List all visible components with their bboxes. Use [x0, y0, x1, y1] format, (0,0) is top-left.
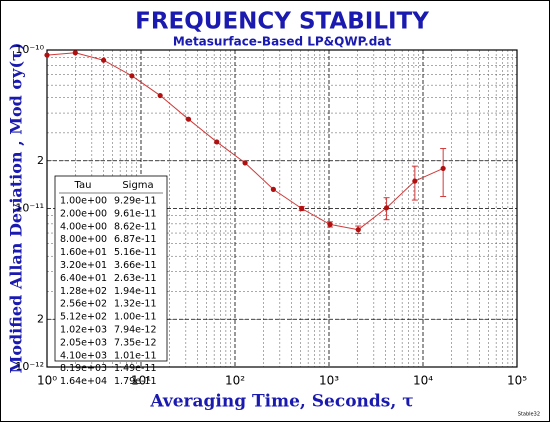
x-tick-label: 10⁴ [413, 374, 433, 388]
table-cell: 2.05e+03 [60, 337, 107, 348]
table-cell: 1.64e+04 [60, 376, 107, 387]
data-point [327, 221, 333, 227]
data-point [242, 160, 248, 166]
data-point [440, 165, 446, 172]
table-cell: 7.35e-12 [114, 337, 157, 348]
table-cell: 2.00e+00 [60, 208, 107, 219]
x-tick-label: 10⁵ [507, 374, 527, 388]
x-tick-label: 10¹ [131, 374, 151, 388]
data-point [100, 57, 107, 63]
y-tick-label: 2 [37, 154, 44, 167]
data-point [157, 92, 163, 99]
chart-subtitle: Metasurface-Based LP&QWP.dat [173, 35, 392, 49]
table-cell: 1.49e-11 [114, 363, 157, 374]
data-point [214, 139, 220, 145]
table-cell: 9.29e-11 [114, 196, 157, 207]
table-box [54, 175, 168, 362]
data-point [270, 186, 276, 192]
table-cell: 1.94e-11 [114, 286, 157, 297]
data-point [44, 52, 50, 58]
table-header: Sigma [122, 180, 153, 191]
footer: Stable32 [518, 412, 540, 418]
x-tick-label: 10⁰ [37, 374, 57, 388]
plot-frame [46, 49, 518, 368]
x-tick-label: 10³ [319, 374, 339, 388]
table-cell: 4.10e+03 [60, 350, 107, 361]
y-tick-label: 10⁻¹² [15, 360, 44, 373]
table-cell: 4.00e+00 [60, 221, 107, 232]
table-cell: 1.01e-11 [114, 350, 157, 361]
data-point [355, 227, 361, 233]
data-point [185, 116, 192, 122]
table-cell: 8.62e-11 [114, 221, 157, 232]
table-cell: 3.66e-11 [114, 260, 157, 271]
table-cell: 2.56e+02 [60, 299, 107, 310]
table-cell: 1.79e-11 [114, 376, 157, 387]
table-cell: 1.60e+01 [60, 247, 107, 258]
table-header: Tau [74, 180, 92, 191]
table-cell: 3.20e+01 [60, 260, 107, 271]
x-axis-label: Averaging Time, Seconds, τ [149, 392, 413, 412]
table-cell: 6.40e+01 [60, 273, 107, 284]
table-cell: 7.94e-12 [114, 325, 157, 336]
table-cell: 2.63e-11 [114, 273, 157, 284]
table-cell: 9.61e-11 [114, 208, 157, 219]
table-cell: 1.00e+00 [60, 196, 107, 207]
y-tick-label: 10⁻¹⁰ [15, 43, 44, 56]
data-point [299, 205, 305, 212]
y-tick-label: 10⁻¹¹ [15, 202, 44, 215]
table-cell: 8.00e+00 [60, 234, 107, 245]
x-tick-label: 10² [225, 374, 245, 388]
data-point [72, 50, 78, 56]
table-cell: 6.87e-11 [114, 234, 157, 245]
chart-title: FREQUENCY STABILITY [135, 9, 429, 35]
data-point [383, 205, 390, 211]
data-point [129, 73, 135, 79]
table-cell: 5.16e-11 [114, 247, 157, 258]
table-cell: 1.32e-11 [114, 299, 157, 310]
table-cell: 1.28e+02 [60, 286, 107, 297]
table-cell: 1.02e+03 [60, 325, 107, 336]
data-point [412, 178, 418, 184]
table-cell: 5.12e+02 [60, 312, 107, 323]
table-cell: 8.19e+03 [60, 363, 107, 374]
table-cell: 1.00e-11 [114, 312, 157, 323]
y-tick-label: 2 [37, 312, 44, 325]
y-axis-label: Modified Allan Deviation , Mod σy(τ) [7, 43, 26, 374]
